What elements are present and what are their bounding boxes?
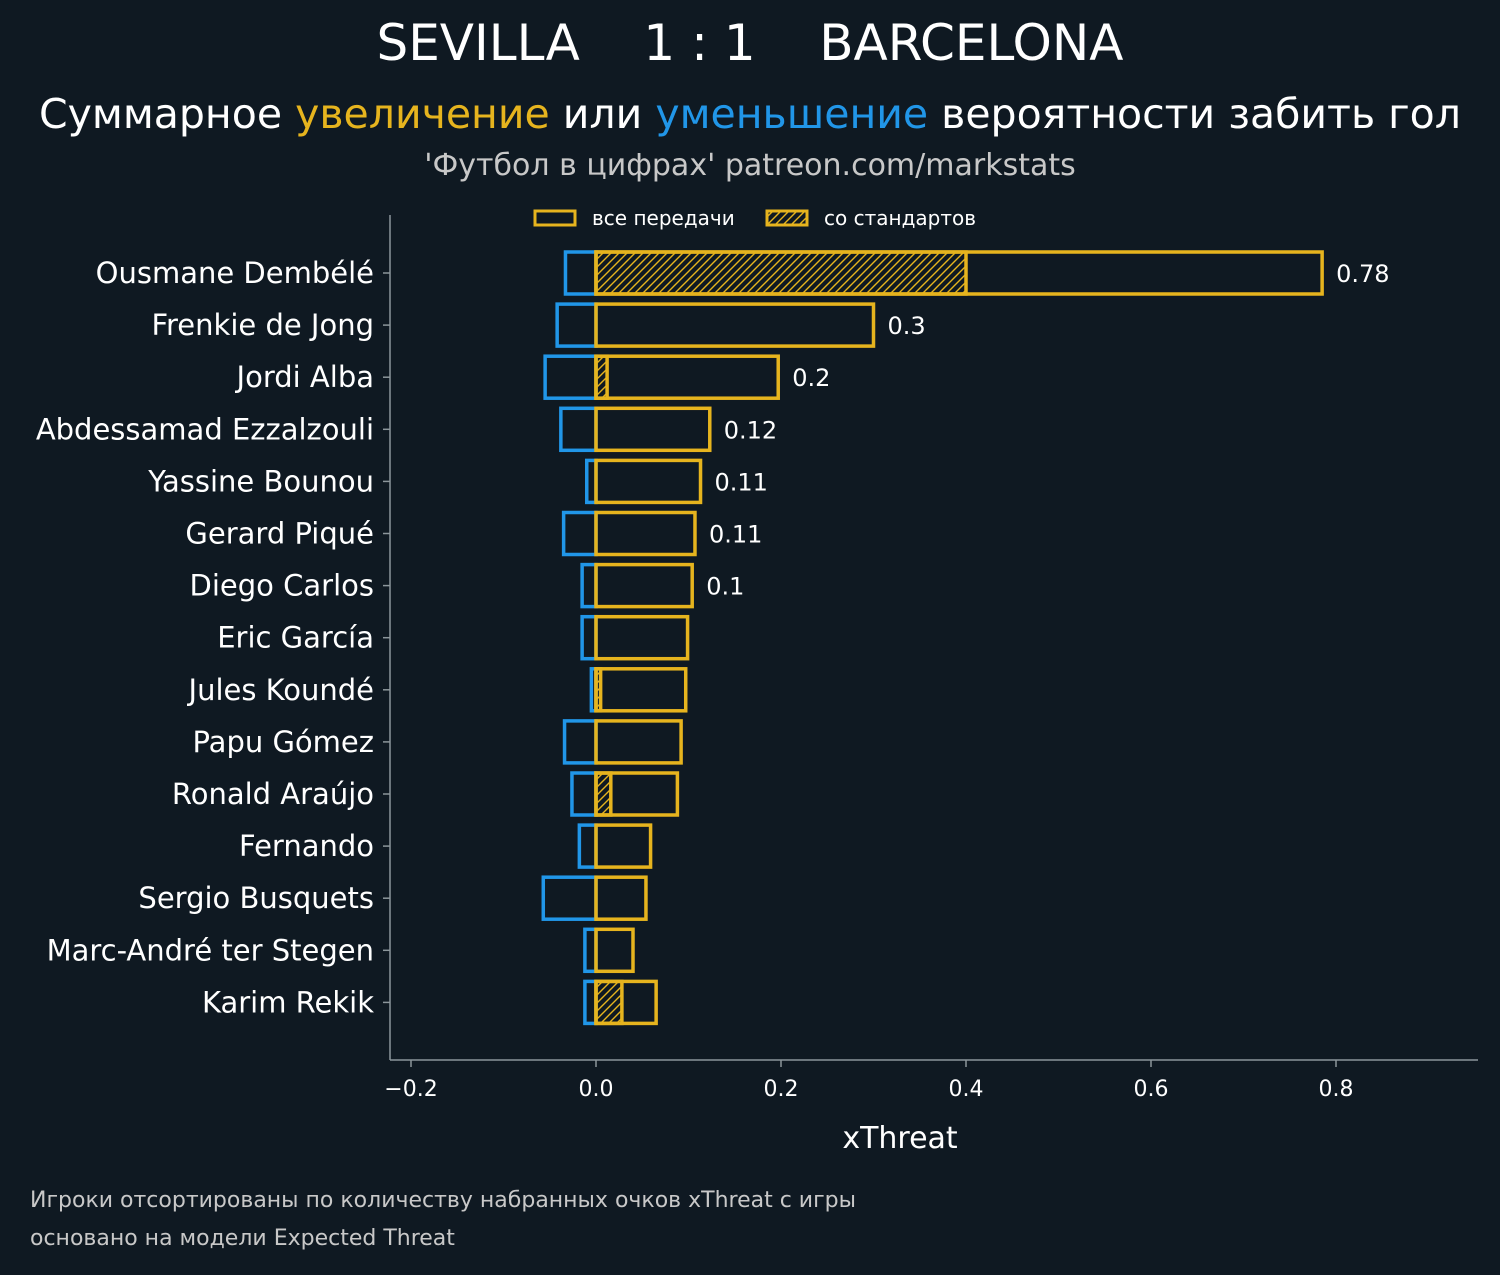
legend-swatch-all <box>533 209 577 227</box>
player-label: Sergio Busquets <box>138 881 374 915</box>
decrease-bar <box>577 823 598 869</box>
decrease-bar <box>563 250 598 296</box>
increase-bar <box>594 719 683 765</box>
legend-swatch-setpiece <box>765 209 809 227</box>
increase-bar <box>594 250 1324 296</box>
increase-bar <box>594 927 635 974</box>
subtitle-prefix: Суммарное <box>39 90 296 138</box>
subtitle-suffix: вероятности забить гол <box>928 90 1461 138</box>
decrease-bar <box>562 719 598 765</box>
increase-bar <box>594 458 703 505</box>
x-tick-label: −0.2 <box>384 1077 437 1102</box>
x-tick-label: 0.0 <box>579 1077 614 1102</box>
decrease-bar <box>543 354 598 400</box>
setpiece-bar <box>594 250 968 296</box>
decrease-bar <box>555 302 598 348</box>
player-label: Papu Gómez <box>193 725 375 759</box>
value-label: 0.2 <box>792 364 830 392</box>
increase-bar <box>594 562 694 609</box>
increase-bar <box>594 614 690 661</box>
setpiece-bar <box>594 979 624 1026</box>
player-label: Gerard Piqué <box>185 517 374 551</box>
player-label: Ousmane Dembélé <box>96 256 374 290</box>
increase-bar <box>594 667 688 713</box>
player-label: Marc-André ter Stegen <box>47 933 374 967</box>
decrease-bar <box>561 510 598 557</box>
increase-bar <box>594 771 680 817</box>
credit-line: 'Футбол в цифрах' patreon.com/markstats <box>424 148 1076 183</box>
value-label: 0.78 <box>1336 260 1389 288</box>
setpiece-bar <box>594 771 613 817</box>
increase-bar <box>594 979 658 1026</box>
increase-bar <box>594 875 648 921</box>
footer-note-1: Игроки отсортированы по количеству набра… <box>30 1188 856 1213</box>
increase-bar <box>594 823 653 869</box>
decrease-bar <box>559 406 598 453</box>
player-label: Ronald Araújo <box>172 777 374 811</box>
player-label: Eric García <box>217 621 374 655</box>
player-label: Karim Rekik <box>202 985 374 1019</box>
subtitle-decrease: уменьшение <box>655 90 929 138</box>
x-tick-label: 0.8 <box>1319 1077 1354 1102</box>
x-tick-label: 0.6 <box>1134 1077 1169 1102</box>
value-label: 0.1 <box>706 573 744 601</box>
increase-bar <box>594 302 876 348</box>
value-label: 0.11 <box>715 468 768 496</box>
subtitle-middle: или <box>549 90 656 138</box>
increase-bar <box>594 354 780 400</box>
chart-subtitle: Суммарное увеличение или уменьшение веро… <box>0 90 1500 138</box>
legend-label-setpiece: со стандартов <box>824 206 976 230</box>
decrease-bar <box>570 771 598 817</box>
player-label: Jordi Alba <box>235 360 374 394</box>
value-label: 0.12 <box>724 416 777 444</box>
x-axis-label: xThreat <box>842 1121 958 1156</box>
x-tick-label: 0.4 <box>949 1077 984 1102</box>
value-label: 0.3 <box>888 312 926 340</box>
player-label: Abdessamad Ezzalzouli <box>36 412 374 446</box>
subtitle-increase: увеличение <box>295 90 550 138</box>
decrease-bar <box>580 562 598 609</box>
player-label: Jules Koundé <box>187 673 374 707</box>
legend-label-all: все передачи <box>592 206 735 230</box>
player-label: Yassine Bounou <box>147 464 374 498</box>
x-tick-label: 0.2 <box>764 1077 799 1102</box>
decrease-bar <box>580 614 598 661</box>
footer-note-2: основано на модели Expected Threat <box>30 1226 455 1251</box>
player-label: Diego Carlos <box>190 569 374 603</box>
chart-title: SEVILLA 1 : 1 BARCELONA <box>376 14 1124 72</box>
increase-bar <box>594 406 712 453</box>
value-label: 0.11 <box>709 521 762 549</box>
increase-bar <box>594 510 697 557</box>
decrease-bar <box>541 875 598 921</box>
player-label: Frenkie de Jong <box>151 308 374 342</box>
player-label: Fernando <box>239 829 374 863</box>
